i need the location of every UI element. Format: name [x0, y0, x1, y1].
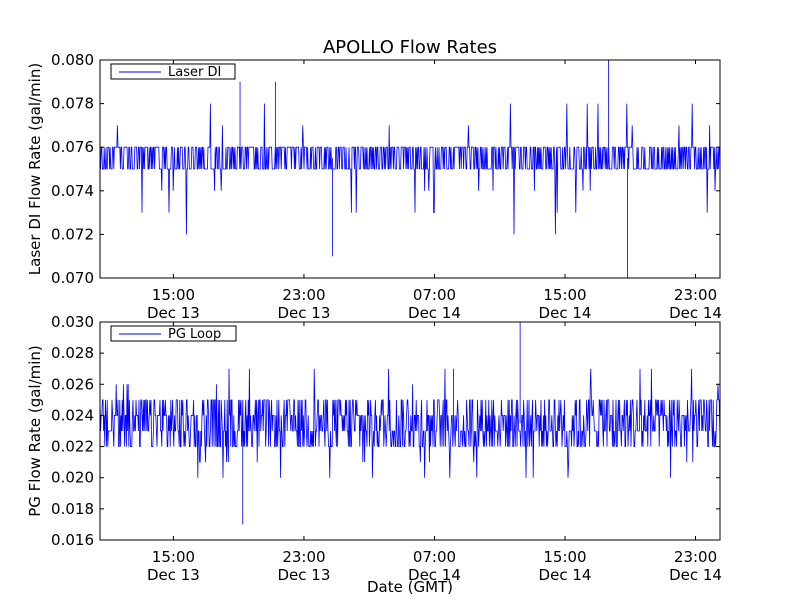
- x-axis-label: Date (GMT): [367, 578, 453, 596]
- x-tick-time-label: 23:00: [282, 286, 325, 304]
- x-tick-time-label: 23:00: [674, 548, 717, 566]
- legend-box: [110, 63, 236, 80]
- x-tick-time-label: 15:00: [543, 286, 586, 304]
- y-tick-label: 0.026: [51, 375, 94, 393]
- plot-frame: [99, 321, 721, 541]
- x-tick-time-label: 07:00: [413, 286, 456, 304]
- x-tick-date-label: Dec 14: [539, 566, 592, 584]
- series-line-pg-loop: [100, 322, 720, 525]
- x-tick-date-label: Dec 13: [278, 566, 331, 584]
- plot-frame: [99, 59, 721, 279]
- x-tick-time-label: 15:00: [152, 286, 195, 304]
- legend-label: PG Loop: [168, 327, 221, 342]
- x-tick-date-label: Dec 13: [147, 566, 200, 584]
- x-tick-time-label: 15:00: [152, 548, 195, 566]
- x-tick-date-label: Dec 14: [408, 566, 461, 584]
- legend: PG Loop: [110, 325, 237, 342]
- y-tick-label: 0.070: [51, 269, 94, 287]
- x-tick-date-label: Dec 13: [278, 304, 331, 322]
- chart-title: APOLLO Flow Rates: [323, 37, 497, 58]
- y-tick-label: 0.020: [51, 469, 94, 487]
- legend-box: [110, 325, 237, 342]
- y-tick-label: 0.022: [51, 438, 94, 456]
- x-tick-time-label: 23:00: [674, 286, 717, 304]
- x-tick-date-label: Dec 14: [669, 566, 722, 584]
- x-tick-time-label: 15:00: [543, 548, 586, 566]
- x-tick-date-label: Dec 13: [147, 304, 200, 322]
- y-tick-label: 0.080: [51, 51, 94, 69]
- y-tick-label: 0.078: [51, 95, 94, 113]
- x-tick-date-label: Dec 14: [539, 304, 592, 322]
- y-tick-label: 0.018: [51, 500, 94, 518]
- legend: Laser DI: [110, 63, 236, 80]
- y-tick-label: 0.074: [51, 182, 94, 200]
- y-tick-label: 0.016: [51, 531, 94, 549]
- x-tick-time-label: 07:00: [413, 548, 456, 566]
- x-tick-date-label: Dec 14: [408, 304, 461, 322]
- x-tick-date-label: Dec 14: [669, 304, 722, 322]
- series-line-laser-di: [100, 60, 720, 278]
- y-tick-label: 0.030: [51, 313, 94, 331]
- y-tick-label: 0.028: [51, 344, 94, 362]
- y-tick-label: 0.072: [51, 225, 94, 243]
- y-tick-label: 0.024: [51, 406, 94, 424]
- pg-loop-panel: 0.016 0.018 0.020 0.022 0.024 0.026 0.028 0.030…: [26, 313, 722, 596]
- x-tick-time-label: 23:00: [282, 548, 325, 566]
- legend-label: Laser DI: [168, 65, 221, 80]
- y-axis-label: PG Flow Rate (gal/min): [26, 345, 44, 517]
- y-axis-label: Laser DI Flow Rate (gal/min): [26, 63, 44, 275]
- y-tick-label: 0.076: [51, 138, 94, 156]
